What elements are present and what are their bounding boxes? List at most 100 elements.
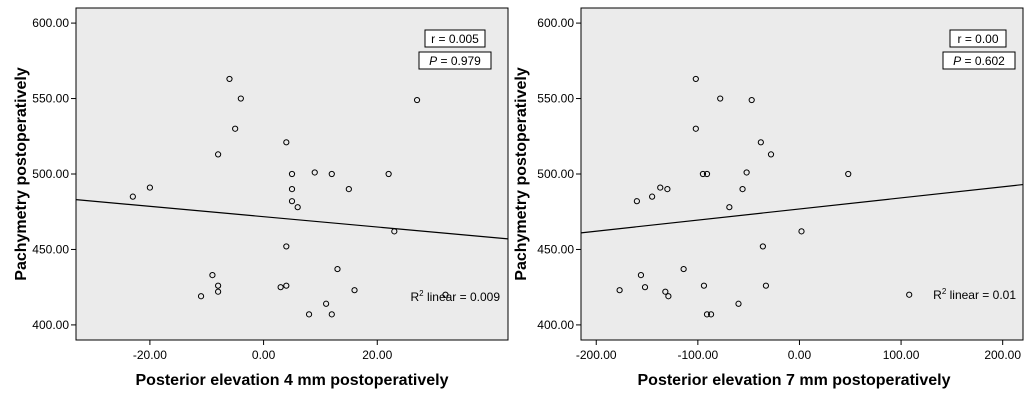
data-point <box>906 291 913 298</box>
data-point <box>385 170 392 178</box>
r2-value-1: R2 linear = 0.009 <box>410 289 500 304</box>
data-point <box>637 272 645 279</box>
p-box-1 <box>418 51 492 70</box>
r2-number-1: linear = 0.009 <box>424 290 501 304</box>
p-number-2: = 0.602 <box>961 54 1005 68</box>
data-point <box>129 193 136 200</box>
data-point <box>657 184 664 191</box>
data-point <box>759 243 766 250</box>
r-value-2: r = 0.00 <box>957 32 998 46</box>
fit-line-group-2 <box>580 183 1024 234</box>
data-point <box>328 311 335 318</box>
data-point <box>748 96 755 104</box>
y-tick-label: 550.00 <box>537 92 574 106</box>
data-point <box>215 288 222 295</box>
y-axis-ticks-1: 400.00 450.00 500.00 550.00 600.00 <box>32 16 76 332</box>
data-point <box>226 75 233 83</box>
p-label-1: P <box>429 54 437 68</box>
points-group-1 <box>129 75 449 318</box>
fit-line <box>75 199 509 240</box>
data-point <box>215 151 222 158</box>
data-point <box>633 198 640 205</box>
data-point <box>616 287 623 294</box>
data-point <box>662 288 669 295</box>
x-tick-label: -200.00 <box>576 348 617 362</box>
data-point <box>680 265 687 273</box>
y-tick-label: 450.00 <box>32 242 69 256</box>
x-axis-ticks-2: -200.00 -100.00 0.00 100.00 200.00 <box>576 340 1021 362</box>
y-axis-title-1: Pachymetry postoperatively <box>13 67 30 281</box>
data-point <box>311 169 318 176</box>
data-point <box>323 300 330 307</box>
x-tick-label: 100.00 <box>883 348 920 362</box>
x-tick-label: 0.00 <box>788 348 812 362</box>
x-axis-title-1: Posterior elevation 4 mm postoperatively <box>136 372 449 389</box>
y-tick-label: 500.00 <box>32 167 69 181</box>
p-value-2: P = 0.602 <box>953 54 1005 68</box>
data-point <box>726 204 733 211</box>
data-point <box>232 125 239 132</box>
data-point <box>743 169 750 176</box>
x-axis-ticks-1: -20.00 0.00 20.00 <box>133 340 393 362</box>
chart-panel-2: 400.00 450.00 500.00 550.00 600.00 -200.00 -1… <box>513 7 1024 389</box>
r-box-2 <box>949 29 1007 48</box>
data-point <box>334 265 341 273</box>
r2-sup-1: 2 <box>419 289 424 298</box>
x-tick-label: -20.00 <box>133 348 167 362</box>
y-tick-label: 400.00 <box>537 318 574 332</box>
data-point <box>757 139 764 146</box>
data-point <box>699 170 707 178</box>
data-point <box>845 170 852 178</box>
x-tick-label: 20.00 <box>362 348 392 362</box>
r-box-1 <box>424 29 486 48</box>
y-tick-label: 400.00 <box>32 318 69 332</box>
data-point <box>762 282 770 289</box>
y-tick-label: 550.00 <box>32 92 69 106</box>
data-point <box>237 95 244 102</box>
x-tick-label: -100.00 <box>677 348 718 362</box>
data-point <box>283 243 290 250</box>
data-point <box>641 284 649 291</box>
data-point <box>767 151 775 158</box>
data-point <box>649 193 656 200</box>
data-point <box>197 293 205 300</box>
p-label-2: P <box>953 54 961 68</box>
data-point <box>735 300 742 307</box>
data-point <box>391 228 398 235</box>
data-point <box>215 282 222 289</box>
data-point <box>283 282 290 289</box>
data-point <box>209 272 216 279</box>
data-point <box>283 139 290 146</box>
x-tick-label: 0.00 <box>252 348 276 362</box>
data-point <box>413 96 421 104</box>
data-point <box>288 185 296 193</box>
y-tick-label: 600.00 <box>32 16 69 30</box>
r2-sup-2: 2 <box>942 287 947 296</box>
fit-line-group-1 <box>75 199 509 240</box>
y-tick-label: 500.00 <box>537 167 574 181</box>
r2-prefix-1: R <box>410 290 419 304</box>
r2-prefix-2: R <box>933 288 942 302</box>
data-point <box>703 311 711 318</box>
data-point <box>707 311 715 318</box>
y-axis-ticks-2: 400.00 450.00 500.00 550.00 600.00 <box>537 16 581 332</box>
data-point <box>664 185 671 193</box>
y-tick-label: 600.00 <box>537 16 574 30</box>
data-point <box>692 75 699 83</box>
r2-value-2: R2 linear = 0.01 <box>933 287 1016 302</box>
y-tick-label: 450.00 <box>537 242 574 256</box>
y-axis-title-2: Pachymetry postoperatively <box>513 67 530 281</box>
x-axis-title-2: Posterior elevation 7 mm postoperatively <box>638 372 951 389</box>
points-group-2 <box>616 75 913 318</box>
data-point <box>288 170 296 178</box>
data-point <box>692 125 699 132</box>
data-point <box>798 228 805 235</box>
r2-number-2: linear = 0.01 <box>946 288 1016 302</box>
data-point <box>351 287 358 294</box>
x-tick-label: 200.00 <box>984 348 1021 362</box>
p-box-2 <box>942 51 1016 70</box>
data-point <box>294 204 301 211</box>
fit-line <box>580 183 1024 234</box>
p-number-1: = 0.979 <box>437 54 481 68</box>
